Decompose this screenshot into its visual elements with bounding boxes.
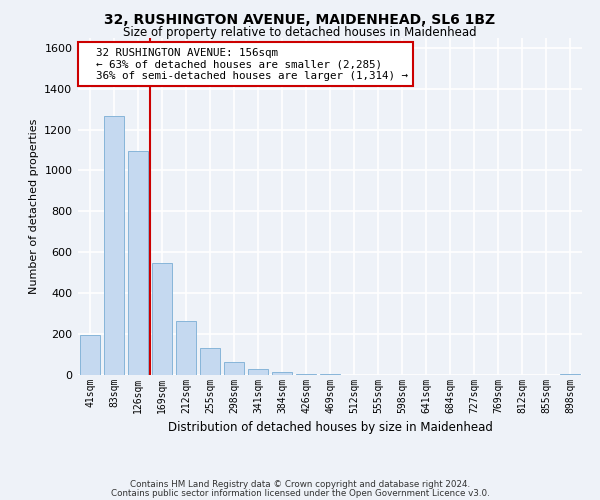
Bar (224, 362, 244, 375)
X-axis label: Distribution of detached houses by size in Maidenhead: Distribution of detached houses by size … (167, 422, 493, 434)
Bar (560, 374, 580, 375)
Text: Contains HM Land Registry data © Crown copyright and database right 2024.: Contains HM Land Registry data © Crown c… (130, 480, 470, 489)
Text: Contains public sector information licensed under the Open Government Licence v3: Contains public sector information licen… (110, 488, 490, 498)
Bar (152, 262, 172, 375)
Bar (320, 374, 340, 375)
Bar (272, 372, 292, 375)
Y-axis label: Number of detached properties: Number of detached properties (29, 118, 39, 294)
Bar (248, 369, 268, 375)
Bar (128, 151, 148, 375)
Bar (104, 116, 124, 375)
Bar (176, 321, 196, 375)
Bar (80, 335, 100, 375)
Bar (296, 374, 316, 375)
Text: Size of property relative to detached houses in Maidenhead: Size of property relative to detached ho… (123, 26, 477, 39)
Bar (200, 348, 220, 375)
Text: 32, RUSHINGTON AVENUE, MAIDENHEAD, SL6 1BZ: 32, RUSHINGTON AVENUE, MAIDENHEAD, SL6 1… (104, 12, 496, 26)
Text: 32 RUSHINGTON AVENUE: 156sqm
  ← 63% of detached houses are smaller (2,285)
  36: 32 RUSHINGTON AVENUE: 156sqm ← 63% of de… (83, 48, 408, 81)
